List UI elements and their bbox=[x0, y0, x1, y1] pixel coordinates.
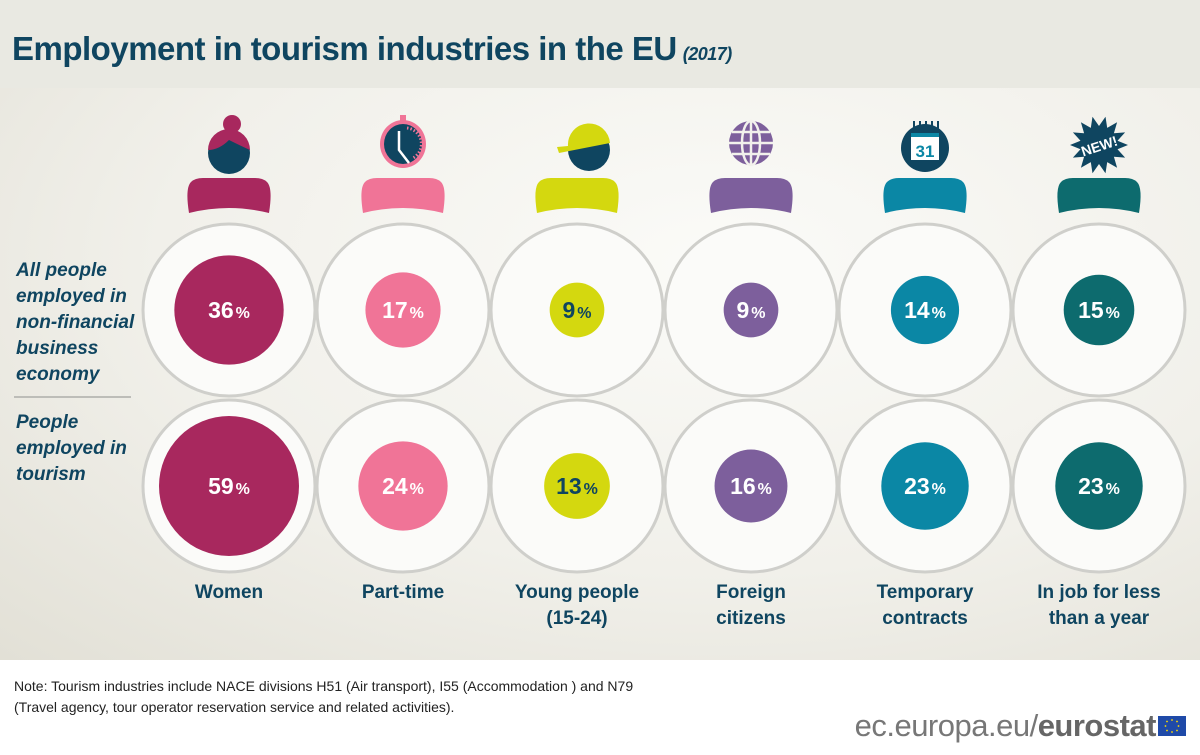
brand-name: eurostat bbox=[1037, 708, 1157, 743]
column-label: Women bbox=[144, 580, 314, 606]
column-label-line: Women bbox=[194, 582, 264, 603]
calendar-top bbox=[911, 133, 939, 137]
title-year: (2017) bbox=[682, 44, 733, 64]
new-badge-icon: NEW! bbox=[1070, 116, 1128, 174]
note-line-1: Note: Tourism industries include NACE di… bbox=[14, 678, 634, 694]
calendar-ring bbox=[919, 121, 921, 133]
person-body-icon bbox=[187, 178, 271, 213]
column-5: NEW!15 %23% bbox=[1011, 116, 1187, 574]
calendar-ring bbox=[937, 121, 939, 133]
stopwatch-button bbox=[400, 115, 406, 121]
calendar-ring bbox=[925, 121, 927, 133]
hair-bun bbox=[223, 115, 241, 133]
calendar-ring bbox=[931, 121, 933, 133]
column-label-line: than a year bbox=[1048, 608, 1150, 629]
column-0: 36 %59% bbox=[141, 115, 317, 574]
note-line-2: (Travel agency, tour operator reservatio… bbox=[14, 699, 455, 715]
value-bubble bbox=[549, 282, 605, 338]
column-label: Part-time bbox=[318, 580, 488, 606]
page-title: Employment in tourism industries in the … bbox=[12, 30, 732, 68]
calendar-icon: 31 bbox=[901, 121, 949, 172]
column-label: Young people (15-24) bbox=[492, 580, 662, 632]
stopwatch-icon bbox=[380, 115, 426, 168]
woman-icon bbox=[208, 115, 250, 174]
column-label-line: citizens bbox=[716, 608, 786, 629]
cap bbox=[557, 123, 610, 153]
column-label: Foreign citizens bbox=[666, 580, 836, 632]
row-divider bbox=[14, 396, 131, 398]
badge-star bbox=[1070, 116, 1128, 174]
eu-flag-icon bbox=[1158, 716, 1186, 736]
column-label: In job for less than a year bbox=[1014, 580, 1184, 632]
title-band bbox=[0, 0, 1200, 88]
value-bubble bbox=[1055, 442, 1143, 530]
column-label-line: Temporary bbox=[876, 582, 974, 603]
column-2: 9 %13% bbox=[489, 123, 665, 574]
value-bubble bbox=[714, 449, 788, 523]
column-1: 17 %24% bbox=[315, 115, 491, 574]
title-text: Employment in tourism industries in the … bbox=[12, 30, 677, 67]
value-bubble bbox=[544, 453, 610, 519]
person-body-icon bbox=[361, 178, 445, 213]
column-3: 9 %16% bbox=[663, 119, 839, 574]
column-label-line: Foreign bbox=[716, 582, 786, 603]
person-body-icon bbox=[709, 178, 793, 213]
value-bubble bbox=[723, 282, 779, 338]
value-bubble bbox=[881, 442, 969, 530]
calendar-day: 31 bbox=[916, 142, 935, 161]
globe-icon bbox=[729, 119, 773, 167]
stopwatch-hands bbox=[397, 131, 410, 164]
stopwatch-ticks bbox=[406, 126, 423, 160]
person-body-icon bbox=[535, 178, 619, 213]
calendar-page bbox=[911, 133, 939, 160]
column-label-line: Part-time bbox=[361, 582, 445, 603]
row-label-all: All people employed in non-financial bus… bbox=[16, 260, 135, 385]
column-label-line: (15-24) bbox=[546, 608, 608, 629]
column-label: Temporary contracts bbox=[840, 580, 1010, 632]
person-body-icon bbox=[1057, 178, 1141, 213]
calendar-ring bbox=[913, 121, 915, 133]
value-bubble bbox=[174, 255, 284, 365]
value-bubble bbox=[365, 272, 441, 348]
eurostat-brand[interactable]: ec.europa.eu/eurostat bbox=[854, 708, 1157, 744]
hair bbox=[208, 129, 250, 150]
column-label-line: In job for less bbox=[1037, 582, 1161, 603]
value-bubble bbox=[1063, 274, 1135, 346]
footnote: Note: Tourism industries include NACE di… bbox=[14, 676, 633, 718]
value-label: 14% bbox=[904, 297, 946, 323]
stopwatch-face bbox=[384, 124, 422, 164]
cap-icon bbox=[557, 123, 610, 171]
row-label-tourism: People employed in tourism bbox=[16, 412, 127, 485]
column-label-line: contracts bbox=[882, 608, 968, 629]
column-label-line: Young people bbox=[514, 582, 640, 603]
person-body-icon bbox=[883, 178, 967, 213]
brand-prefix: ec.europa.eu/ bbox=[854, 708, 1039, 743]
value-bubble bbox=[890, 275, 960, 345]
value-bubble bbox=[358, 441, 448, 531]
value-bubble bbox=[159, 416, 299, 556]
